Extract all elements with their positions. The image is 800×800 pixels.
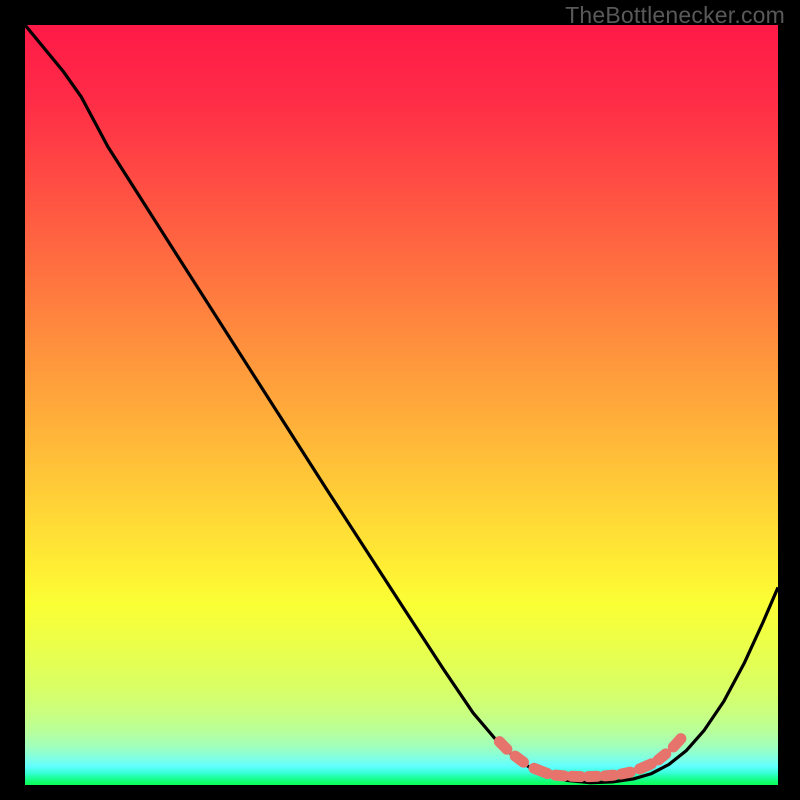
dash-segment <box>555 775 564 776</box>
dash-segment <box>673 739 681 747</box>
dash-segment <box>499 742 507 750</box>
curve-overlay <box>25 25 778 785</box>
dash-segment <box>639 764 651 769</box>
dash-segment <box>515 756 523 762</box>
plot-area <box>25 25 778 785</box>
attribution-text: TheBottlenecker.com <box>565 2 785 29</box>
dash-segment <box>658 754 666 760</box>
bottleneck-curve <box>25 25 778 783</box>
dash-segment <box>621 772 630 774</box>
chart-frame: TheBottlenecker.com <box>0 0 800 800</box>
dash-segment <box>605 775 614 776</box>
dash-segment <box>534 768 548 773</box>
